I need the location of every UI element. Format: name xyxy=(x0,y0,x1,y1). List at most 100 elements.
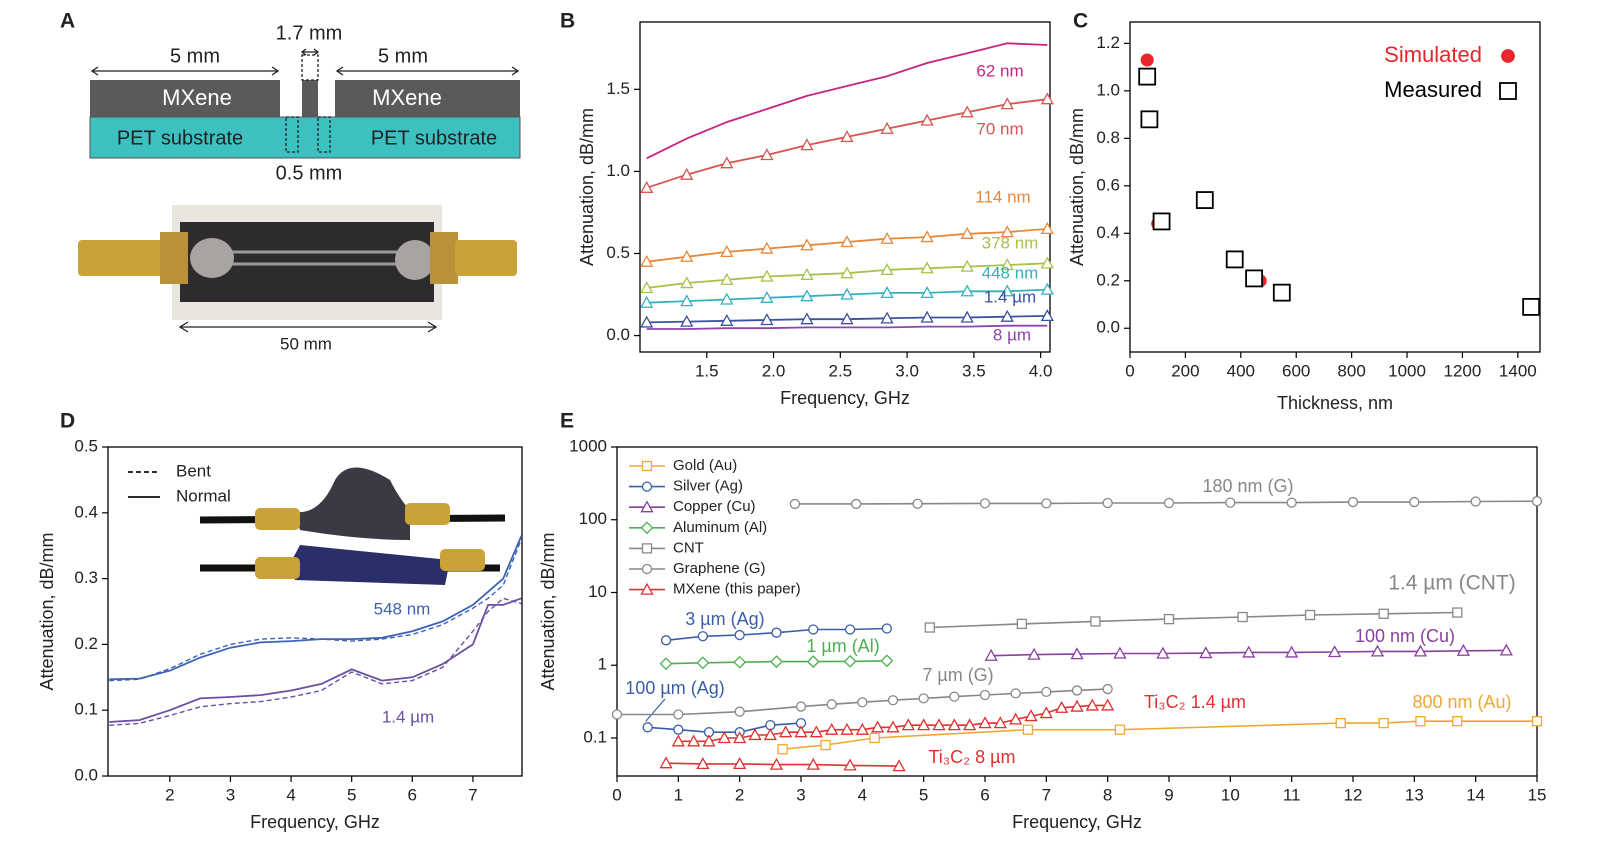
marker xyxy=(979,498,991,509)
marker xyxy=(993,716,1007,729)
marker xyxy=(1022,724,1034,735)
series-label: 1.4 µm (CNT) xyxy=(1388,572,1516,595)
marker xyxy=(1102,683,1113,695)
dimension-label: 50 mm xyxy=(280,334,332,353)
marker xyxy=(1040,309,1054,322)
marker xyxy=(840,287,854,300)
legend-label: Graphene (G) xyxy=(673,560,766,577)
x-tick-label: 800 xyxy=(1337,361,1365,380)
y-tick-label: 0.5 xyxy=(606,243,630,262)
y-tick-label: 0.4 xyxy=(1096,223,1120,242)
marker xyxy=(640,500,654,513)
x-tick-label: 3.0 xyxy=(895,361,919,380)
marker xyxy=(960,226,974,239)
x-tick-label: 6 xyxy=(408,785,417,804)
marker xyxy=(960,105,974,118)
x-tick-label: 0 xyxy=(612,785,621,804)
y-tick-label: 0.0 xyxy=(606,325,630,344)
series-label: 548 nm xyxy=(374,599,431,618)
x-tick-label: 4.0 xyxy=(1029,361,1053,380)
marker xyxy=(949,691,960,702)
x-tick-label: 600 xyxy=(1282,361,1310,380)
marker xyxy=(1415,716,1426,727)
x-tick-label: 5 xyxy=(347,785,356,804)
marker xyxy=(720,272,734,285)
x-tick-label: 12 xyxy=(1344,785,1363,804)
x-tick-label: 2 xyxy=(735,785,744,804)
marker xyxy=(1501,49,1515,63)
panel-label: C xyxy=(1073,10,1088,33)
marker xyxy=(1000,309,1014,322)
marker xyxy=(887,695,899,706)
marker xyxy=(760,290,774,303)
x-axis-label: Thickness, nm xyxy=(1277,393,1393,413)
marker xyxy=(844,624,856,635)
marker xyxy=(880,231,894,244)
marker xyxy=(760,269,774,282)
y-tick-label: 0.0 xyxy=(1096,318,1120,337)
y-tick-label: 1.5 xyxy=(606,79,630,98)
marker xyxy=(1499,643,1513,656)
marker xyxy=(1016,618,1027,630)
y-tick-label: 1 xyxy=(598,655,607,674)
inset-photo xyxy=(199,467,506,585)
marker xyxy=(960,310,974,323)
marker xyxy=(960,284,974,297)
marker xyxy=(734,629,745,641)
marker xyxy=(1070,647,1084,660)
marker xyxy=(1041,686,1052,698)
legend-label: Gold (Au) xyxy=(673,457,737,474)
x-tick-label: 3 xyxy=(796,785,805,804)
marker xyxy=(920,286,934,299)
marker xyxy=(806,655,820,669)
x-tick-label: 11 xyxy=(1283,785,1301,804)
x-tick-label: 15 xyxy=(1528,785,1547,804)
marker xyxy=(760,148,774,161)
marker xyxy=(840,312,854,325)
x-tick-label: 2 xyxy=(165,785,174,804)
marker xyxy=(1152,212,1171,231)
marker xyxy=(771,627,782,638)
marker xyxy=(1245,269,1264,288)
y-tick-label: 0.4 xyxy=(74,502,98,521)
marker xyxy=(641,481,653,492)
marker xyxy=(734,706,745,717)
marker xyxy=(820,739,831,751)
series-line xyxy=(929,611,1458,629)
x-tick-label: 0 xyxy=(1125,361,1134,380)
marker xyxy=(1102,497,1113,509)
marker xyxy=(808,624,819,635)
marker xyxy=(1009,712,1023,725)
x-axis-label: Frequency, GHz xyxy=(780,388,910,408)
marker xyxy=(659,756,673,769)
y-axis-label: Attenuation, dB/mm xyxy=(1067,108,1087,266)
plot-frame xyxy=(107,446,523,777)
marker xyxy=(794,725,808,738)
series-line xyxy=(782,720,1537,750)
marker xyxy=(1010,688,1021,699)
marker xyxy=(680,167,694,180)
panel-label: E xyxy=(560,410,574,433)
x-tick-label: 6 xyxy=(980,785,989,804)
x-tick-label: 9 xyxy=(1164,785,1173,804)
marker xyxy=(1413,644,1428,657)
y-tick-label: 0.1 xyxy=(74,700,98,719)
marker xyxy=(857,697,868,708)
marker xyxy=(1040,282,1054,295)
marker xyxy=(702,734,716,747)
series-label: Ti₃C₂ 1.4 µm xyxy=(1144,692,1246,712)
marker xyxy=(640,521,654,535)
series-label: 8 µm xyxy=(993,325,1031,344)
marker xyxy=(733,757,747,770)
layer-label: MXene xyxy=(162,85,232,110)
series-label: 1.4 µm xyxy=(984,287,1036,306)
device-diagram: A MXene MXene PET substrate PET substrat… xyxy=(60,10,521,353)
legend-label: Simulated xyxy=(1384,42,1482,67)
marker xyxy=(920,113,934,126)
marker xyxy=(1055,700,1069,713)
mxene-center xyxy=(302,80,318,117)
legend-label: Aluminum (Al) xyxy=(673,519,767,536)
marker xyxy=(779,725,793,738)
x-tick-label: 4 xyxy=(858,785,867,804)
